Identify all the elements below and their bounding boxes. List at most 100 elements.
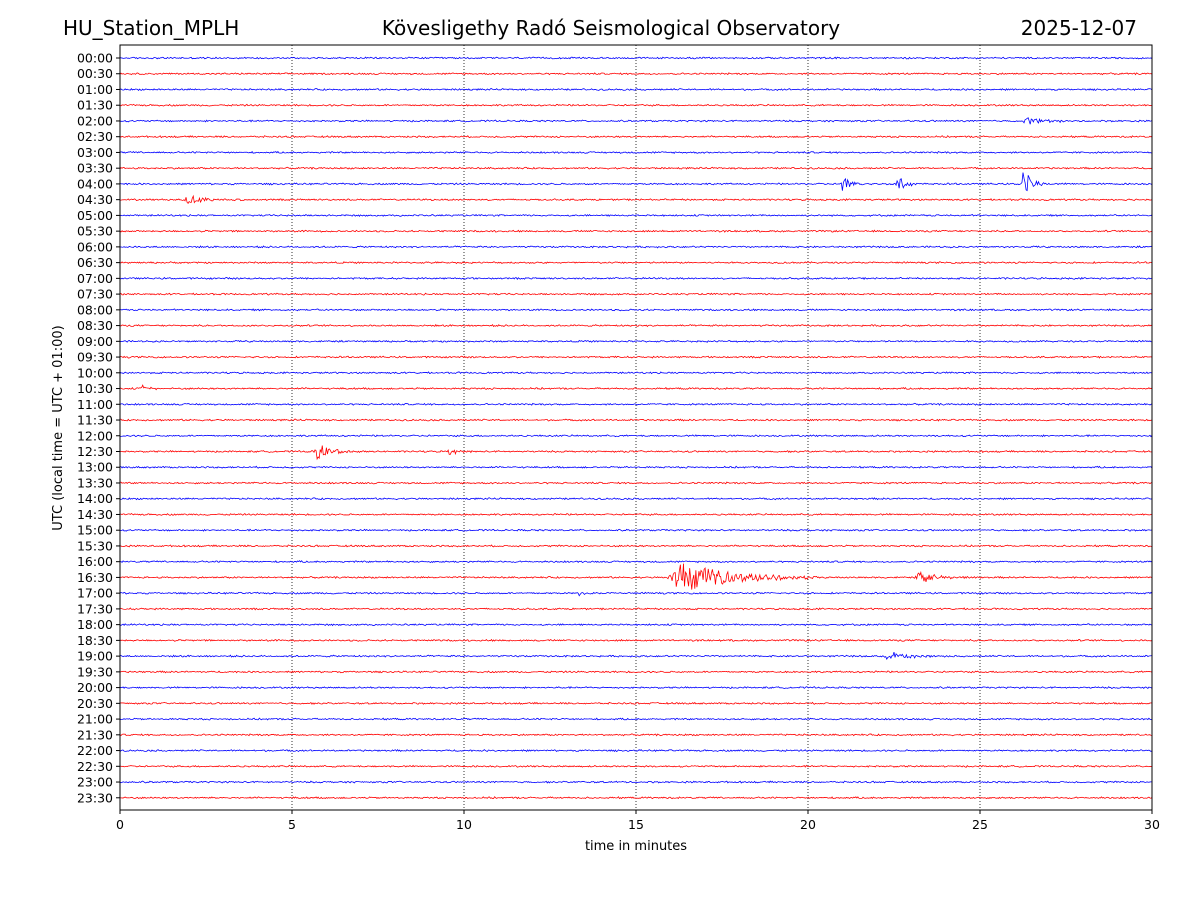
y-tick-label: 14:30 (77, 507, 113, 522)
trace-0200 (119, 117, 1153, 125)
trace-1230 (119, 445, 1153, 461)
y-tick-label: 10:30 (77, 381, 113, 396)
y-tick-label: 21:30 (77, 727, 113, 742)
y-tick-label: 23:00 (77, 775, 113, 790)
trace-1630 (119, 563, 1153, 590)
trace-2300 (119, 780, 1153, 784)
trace-1600 (119, 560, 1153, 564)
y-tick-label: 03:30 (77, 161, 113, 176)
y-tick-label: 02:30 (77, 129, 113, 144)
y-tick-label: 05:30 (77, 224, 113, 239)
x-tick-label: 0 (116, 817, 124, 832)
trace-1500 (119, 528, 1153, 532)
y-tick-label: 08:30 (77, 318, 113, 333)
y-tick-label: 15:00 (77, 523, 113, 538)
trace-0630 (119, 261, 1153, 265)
trace-0030 (119, 72, 1153, 76)
y-tick-label: 00:30 (77, 66, 113, 81)
y-tick-label: 17:30 (77, 601, 113, 616)
y-tick-label: 04:30 (77, 192, 113, 207)
y-tick-label: 17:00 (77, 586, 113, 601)
y-tick-label: 20:30 (77, 696, 113, 711)
trace-0830 (119, 323, 1153, 328)
y-tick-label: 11:00 (77, 397, 113, 412)
seismic-traces (119, 56, 1153, 800)
vertical-gridlines (291, 45, 981, 810)
x-tick-label: 10 (456, 817, 472, 832)
y-tick-label: 01:00 (77, 82, 113, 97)
trace-2130 (119, 733, 1153, 737)
trace-0600 (119, 245, 1153, 249)
y-tick-label: 22:00 (77, 743, 113, 758)
y-axis-ticks: 00:0000:3001:0001:3002:0002:3003:0003:30… (77, 51, 120, 805)
trace-0700 (120, 276, 1153, 281)
y-tick-label: 19:30 (77, 664, 113, 679)
y-tick-label: 10:00 (77, 365, 113, 380)
trace-1000 (119, 371, 1153, 375)
y-tick-label: 18:00 (77, 617, 113, 632)
trace-1300 (119, 465, 1153, 469)
y-tick-label: 05:00 (77, 208, 113, 223)
trace-0900 (119, 339, 1153, 343)
x-tick-label: 25 (972, 817, 988, 832)
y-tick-label: 06:00 (77, 239, 113, 254)
y-tick-label: 09:00 (77, 334, 113, 349)
y-tick-label: 02:00 (77, 113, 113, 128)
trace-0100 (119, 87, 1153, 92)
y-tick-label: 13:00 (77, 460, 113, 475)
y-tick-label: 08:00 (77, 302, 113, 317)
trace-1830 (119, 638, 1153, 642)
y-tick-label: 04:00 (77, 176, 113, 191)
y-tick-label: 07:00 (77, 271, 113, 286)
y-tick-label: 01:30 (77, 98, 113, 113)
y-tick-label: 16:30 (77, 570, 113, 585)
x-axis-label: time in minutes (585, 839, 687, 854)
trace-2200 (119, 749, 1153, 753)
trace-0730 (119, 292, 1153, 296)
y-tick-label: 22:30 (77, 759, 113, 774)
y-tick-label: 23:30 (77, 790, 113, 805)
plot-frame (119, 44, 1153, 811)
trace-0330 (119, 166, 1153, 170)
y-tick-label: 12:00 (77, 428, 113, 443)
trace-0400 (119, 172, 1153, 192)
trace-2100 (119, 717, 1153, 721)
x-tick-label: 30 (1144, 817, 1160, 832)
trace-0800 (119, 308, 1153, 312)
trace-1100 (119, 402, 1153, 406)
trace-0530 (119, 229, 1153, 233)
y-tick-label: 00:00 (77, 51, 113, 66)
trace-0000 (119, 56, 1153, 60)
y-tick-label: 14:00 (77, 491, 113, 506)
y-tick-label: 12:30 (77, 444, 113, 459)
x-axis-ticks: 0 5 10 15 20 25 30 (116, 810, 1160, 832)
chart-title: Kövesligethy Radó Seismological Observat… (382, 16, 840, 40)
trace-1030 (119, 384, 1153, 391)
chart-date: 2025-12-07 (1021, 16, 1137, 40)
y-tick-label: 09:30 (77, 350, 113, 365)
trace-1700 (119, 591, 1153, 597)
y-tick-label: 15:30 (77, 538, 113, 553)
y-tick-label: 18:30 (77, 633, 113, 648)
trace-0130 (119, 103, 1153, 107)
y-axis-label: UTC (local time = UTC + 01:00) (51, 325, 66, 530)
trace-1130 (119, 418, 1153, 422)
trace-0930 (119, 355, 1153, 359)
y-tick-label: 20:00 (77, 680, 113, 695)
y-tick-label: 03:00 (77, 145, 113, 160)
station-name: HU_Station_MPLH (63, 16, 239, 40)
trace-1730 (119, 607, 1153, 611)
trace-1800 (119, 623, 1153, 627)
trace-2330 (119, 796, 1153, 800)
trace-0300 (119, 150, 1153, 154)
trace-1200 (119, 434, 1153, 438)
y-tick-label: 06:30 (77, 255, 113, 270)
trace-1430 (119, 512, 1153, 516)
trace-1930 (119, 670, 1153, 674)
y-tick-label: 19:00 (77, 649, 113, 664)
trace-2230 (119, 764, 1153, 768)
y-tick-label: 21:00 (77, 712, 113, 727)
x-tick-label: 15 (628, 817, 644, 832)
y-tick-label: 11:30 (77, 413, 113, 428)
